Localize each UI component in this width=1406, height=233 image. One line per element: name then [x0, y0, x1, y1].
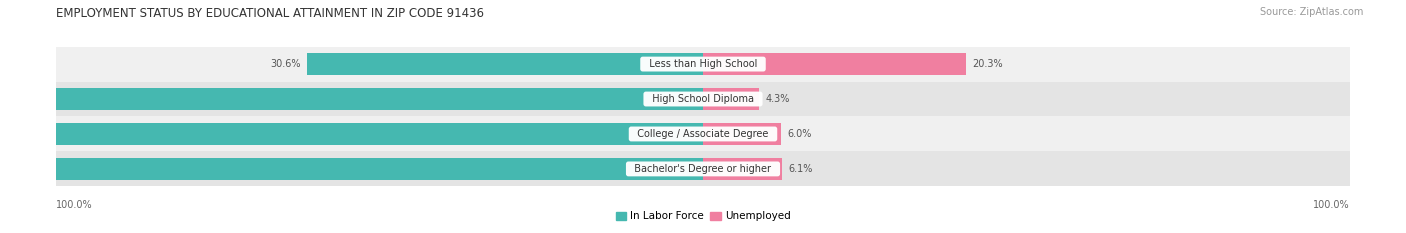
Text: 100.0%: 100.0% [56, 200, 93, 210]
Text: Bachelor's Degree or higher: Bachelor's Degree or higher [628, 164, 778, 174]
Text: EMPLOYMENT STATUS BY EDUCATIONAL ATTAINMENT IN ZIP CODE 91436: EMPLOYMENT STATUS BY EDUCATIONAL ATTAINM… [56, 7, 484, 20]
Text: 4.3%: 4.3% [765, 94, 789, 104]
Bar [56, 82, 1350, 116]
Bar [0, 123, 703, 145]
Bar [307, 53, 703, 75]
Text: High School Diploma: High School Diploma [645, 94, 761, 104]
Text: 100.0%: 100.0% [1313, 200, 1350, 210]
Text: Less than High School: Less than High School [643, 59, 763, 69]
Text: 6.0%: 6.0% [787, 129, 811, 139]
Bar [56, 116, 1350, 151]
Bar [703, 123, 780, 145]
Text: Source: ZipAtlas.com: Source: ZipAtlas.com [1260, 7, 1364, 17]
Bar [0, 88, 703, 110]
Bar [703, 88, 759, 110]
Bar [56, 151, 1350, 186]
Text: 6.1%: 6.1% [789, 164, 813, 174]
Bar [56, 47, 1350, 82]
Text: College / Associate Degree: College / Associate Degree [631, 129, 775, 139]
Text: 20.3%: 20.3% [972, 59, 1002, 69]
Bar [0, 158, 703, 180]
Bar [703, 53, 966, 75]
Text: 30.6%: 30.6% [270, 59, 301, 69]
Bar [703, 158, 782, 180]
Legend: In Labor Force, Unemployed: In Labor Force, Unemployed [612, 207, 794, 226]
